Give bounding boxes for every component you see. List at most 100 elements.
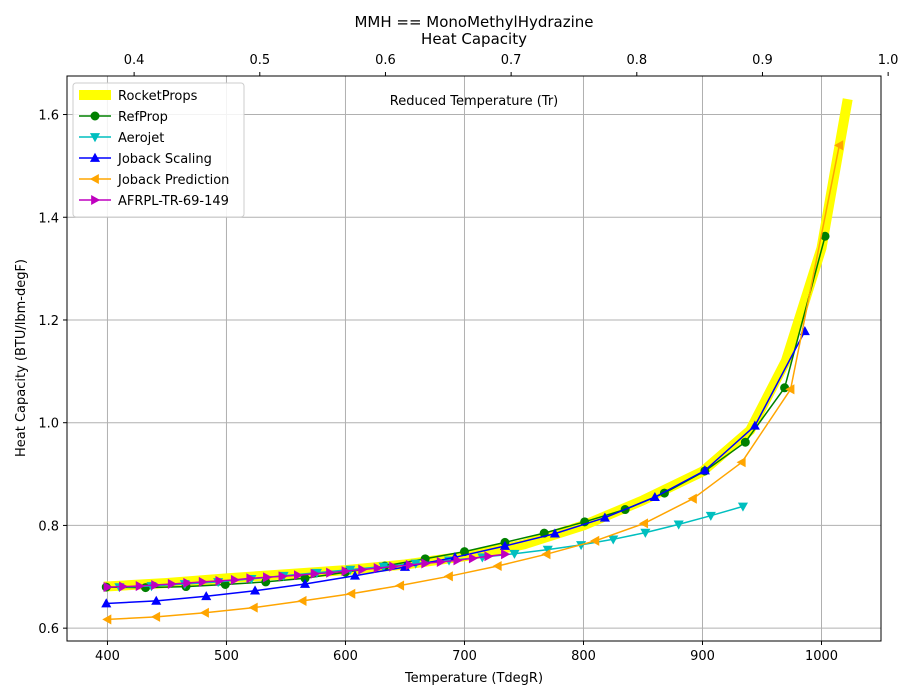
data-point (358, 564, 368, 575)
legend-item: Joback Scaling (79, 152, 212, 167)
y-tick-label: 1.6 (38, 109, 59, 124)
data-point (278, 571, 288, 582)
data-point (151, 611, 161, 622)
series-5 (103, 549, 511, 593)
data-point (699, 465, 710, 475)
data-point (102, 614, 112, 625)
data-point (638, 518, 649, 529)
chart-title: MMH == MonoMethylHydrazine (354, 13, 593, 31)
data-point (649, 491, 660, 502)
series-4 (102, 140, 844, 625)
chart-subtitle: Heat Capacity (421, 30, 527, 48)
data-point (468, 553, 479, 564)
x2-tick-label: 0.5 (249, 53, 270, 68)
data-point (687, 493, 697, 504)
data-point (785, 384, 795, 395)
data-point (151, 595, 162, 605)
data-point (249, 585, 261, 595)
data-point (834, 140, 844, 151)
data-point (151, 579, 161, 591)
y-tick-label: 1.2 (38, 314, 59, 329)
data-point (499, 540, 510, 550)
x2-tick-label: 0.8 (626, 53, 647, 68)
series-line (103, 98, 853, 592)
data-point (135, 580, 145, 592)
data-point (215, 575, 225, 586)
data-point (484, 551, 494, 562)
data-point (167, 578, 177, 590)
series-1 (101, 231, 830, 593)
data-point (673, 520, 684, 530)
legend-marker (90, 111, 100, 121)
ticks: 400 500 600 700 800 900 1000 0.6 0.8 1.0 1.2 1.4 1.6… (38, 53, 898, 664)
legend-label: Joback Prediction (117, 173, 229, 188)
legend-label: RefProp (118, 110, 168, 125)
legend-box (72, 82, 245, 218)
y-tick-label: 1.0 (38, 417, 59, 432)
x-tick-label: 500 (214, 649, 239, 664)
data-point (341, 566, 351, 577)
data-point (297, 595, 307, 606)
data-point (541, 549, 551, 560)
data-point (705, 511, 716, 521)
data-point (749, 420, 760, 430)
axes-frame (66, 75, 882, 642)
data-point (201, 591, 212, 601)
data-point (590, 535, 600, 546)
legend-item: AFRPL-TR-69-149 (79, 194, 229, 209)
x2-axis-label: Reduced Temperature (Tr) (390, 94, 558, 109)
x2-tick-label: 0.6 (375, 53, 396, 68)
y-tick-label: 0.6 (38, 622, 59, 637)
legend: RocketProps RefProp Aerojet Joback Scaling J… (72, 82, 245, 218)
data-point (421, 558, 431, 569)
data-point (394, 580, 405, 591)
data-point (509, 549, 520, 559)
x2-tick-label: 0.4 (124, 53, 145, 68)
data-point (349, 570, 361, 580)
data-point (263, 572, 273, 583)
legend-marker (89, 152, 101, 162)
x-tick-label: 800 (571, 649, 596, 664)
series-line (107, 145, 841, 621)
legend-label: AFRPL-TR-69-149 (118, 194, 229, 209)
data-point (248, 602, 258, 613)
data-point (640, 528, 651, 538)
legend-label: RocketProps (118, 89, 198, 104)
legend-item: RocketProps (79, 89, 198, 104)
x2-tick-label: 0.9 (752, 53, 773, 68)
x2-tick-label: 0.7 (501, 53, 522, 68)
y-tick-label: 1.4 (38, 211, 59, 226)
x-tick-label: 1000 (805, 649, 838, 664)
data-point (326, 567, 336, 578)
data-point (501, 549, 511, 560)
legend-item: Joback Prediction (79, 173, 229, 188)
series-layer (101, 98, 853, 625)
data-point (230, 574, 241, 585)
legend-label: Aerojet (118, 131, 164, 146)
legend-marker (91, 194, 101, 206)
x-tick-label: 400 (95, 649, 120, 664)
data-point (737, 502, 749, 512)
data-point (740, 437, 750, 447)
data-point (299, 578, 311, 588)
legend-item: RefProp (79, 110, 168, 125)
data-point (443, 571, 453, 582)
data-point (373, 563, 383, 574)
data-point (436, 556, 446, 567)
data-point (608, 535, 619, 545)
data-point (246, 573, 256, 584)
data-point (119, 581, 129, 592)
data-point (549, 528, 560, 538)
data-point (453, 555, 463, 566)
x-tick-label: 600 (333, 649, 358, 664)
data-point (294, 570, 304, 581)
legend-marker (89, 133, 101, 143)
data-point (103, 582, 113, 593)
legend-marker (89, 173, 99, 185)
data-point (599, 512, 610, 522)
data-point (492, 560, 502, 572)
data-point (405, 559, 415, 571)
data-point (101, 598, 112, 608)
series-line (106, 236, 826, 589)
data-point (310, 568, 320, 579)
